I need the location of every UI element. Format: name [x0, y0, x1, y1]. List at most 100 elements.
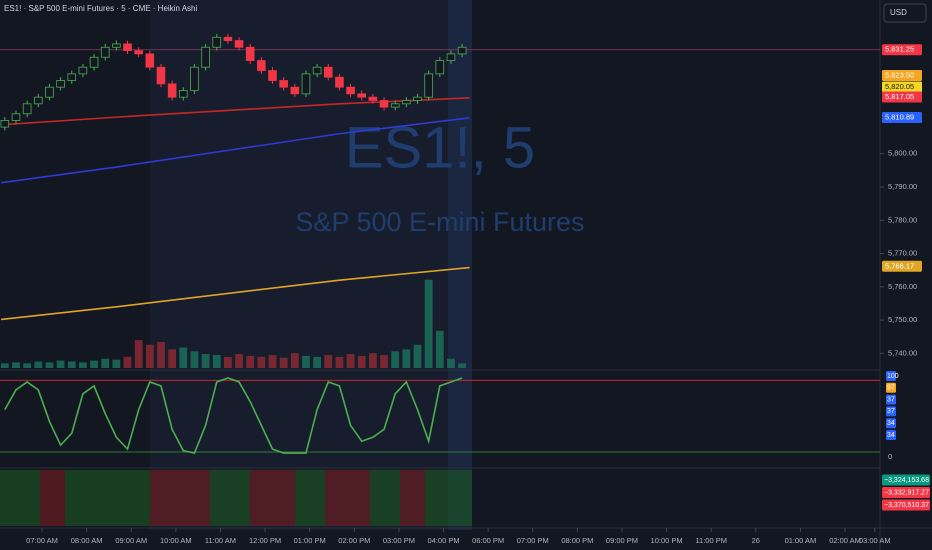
currency[interactable]: USD [890, 8, 907, 17]
candle-body [379, 100, 389, 108]
currency-button[interactable] [883, 3, 927, 23]
band [250, 470, 295, 526]
macd-tag [882, 474, 930, 486]
candle-body [390, 103, 400, 108]
macd-bands [0, 470, 472, 526]
price-tag-label: 5,817.05 [885, 92, 914, 101]
volume-bar [134, 340, 143, 368]
candle-body [145, 53, 155, 68]
candle-body [279, 80, 288, 88]
stoch-tag-label: 97 [887, 385, 895, 392]
stoch-tag [886, 371, 896, 381]
volume-bar [212, 354, 221, 368]
y-tick-label: 5,770.00 [888, 249, 917, 258]
candle-body [290, 86, 300, 95]
x-tick-label: 10:00 PM [651, 536, 683, 545]
price-tag-label: 5,823.50 [885, 71, 914, 80]
band [400, 470, 425, 526]
candle-body [402, 100, 411, 105]
candle-body [413, 96, 422, 101]
volume-bar [435, 330, 444, 368]
candle-body [167, 83, 177, 98]
candle-body [190, 66, 199, 91]
band [325, 470, 370, 526]
candle-body [134, 50, 143, 55]
watermark-name: S&P 500 E-mini Futures [295, 207, 584, 237]
x-tick-label: 01:00 AM [785, 536, 817, 545]
stoch-tag-label: 34 [887, 420, 895, 427]
stoch-tag [886, 430, 896, 440]
volume-bar [223, 356, 232, 368]
x-tick-label: 01:00 PM [294, 536, 326, 545]
stoch-tag [886, 406, 896, 417]
price-tag [882, 81, 922, 93]
candle-body [223, 36, 233, 41]
price-tag [882, 70, 922, 82]
session-highlight [448, 0, 472, 530]
volume-bar [346, 354, 355, 368]
x-tick-label: 06:00 PM [472, 536, 504, 545]
volume-bar [67, 361, 76, 368]
volume-bar [313, 356, 322, 368]
price-tag [882, 91, 922, 103]
y-tick-label: 5,760.00 [888, 282, 917, 291]
price-tag [882, 44, 922, 56]
volume-bar [201, 354, 210, 368]
candle-body [245, 46, 255, 61]
x-tick-label: 11:00 PM [695, 536, 727, 545]
volume-bar [12, 362, 20, 368]
candle-body [45, 86, 54, 98]
y-tick-label: 5,740.00 [888, 348, 917, 357]
candle-body [301, 73, 311, 95]
candle-body [457, 46, 467, 55]
volume-bar [424, 279, 433, 368]
volume-bar [190, 351, 199, 368]
volume-bar [157, 341, 165, 368]
x-tick-label: 03:00 AM [859, 536, 891, 545]
x-tick-label: 03:00 PM [383, 536, 415, 545]
candle-body [112, 43, 121, 48]
band [0, 470, 40, 526]
volume-bar [179, 347, 188, 368]
x-tick-label: 08:00 PM [561, 536, 593, 545]
candle-body [33, 96, 43, 105]
volume-bar [90, 360, 98, 368]
candle-body [257, 60, 266, 71]
volume-bar [380, 354, 388, 368]
volume-bar [123, 356, 132, 368]
volume-bar [101, 358, 110, 368]
volume-bar [391, 351, 400, 368]
header: ES1! · S&P 500 E-mini Futures · 5 · CME … [4, 4, 197, 13]
volume-bar [257, 356, 266, 368]
candle-body [234, 40, 244, 48]
macd-tag [882, 487, 930, 498]
volume-bar [56, 360, 65, 368]
candle-body [435, 60, 445, 75]
volume-bar [145, 344, 154, 368]
volume-bar [290, 353, 299, 368]
y-tick-label: 5,780.00 [888, 215, 917, 224]
candle-body [78, 66, 88, 75]
candle-body [56, 80, 65, 88]
x-tick-label: 10:00 AM [160, 536, 192, 545]
volume-bar [413, 344, 422, 368]
volume-bar [302, 355, 310, 368]
stoch-tick-label: 0 [888, 452, 892, 461]
candle-body [323, 66, 333, 78]
candle-body [123, 43, 132, 51]
candle-body [335, 76, 344, 88]
volume-bar [235, 354, 243, 368]
volume-bar [402, 349, 411, 368]
candle-body [312, 66, 322, 75]
y-tick-label: 5,800.00 [888, 149, 917, 158]
candle-body [201, 46, 210, 68]
x-tick-label: 07:00 PM [517, 536, 549, 545]
price-tag-label: 5,820.05 [885, 82, 914, 91]
candle-body [67, 73, 77, 81]
stoch-line [4, 377, 463, 454]
volume-bar [23, 363, 32, 368]
volume-bar [79, 362, 87, 368]
volume-bar [246, 355, 255, 368]
candle-body [22, 103, 32, 115]
stoch-tag [886, 418, 896, 429]
